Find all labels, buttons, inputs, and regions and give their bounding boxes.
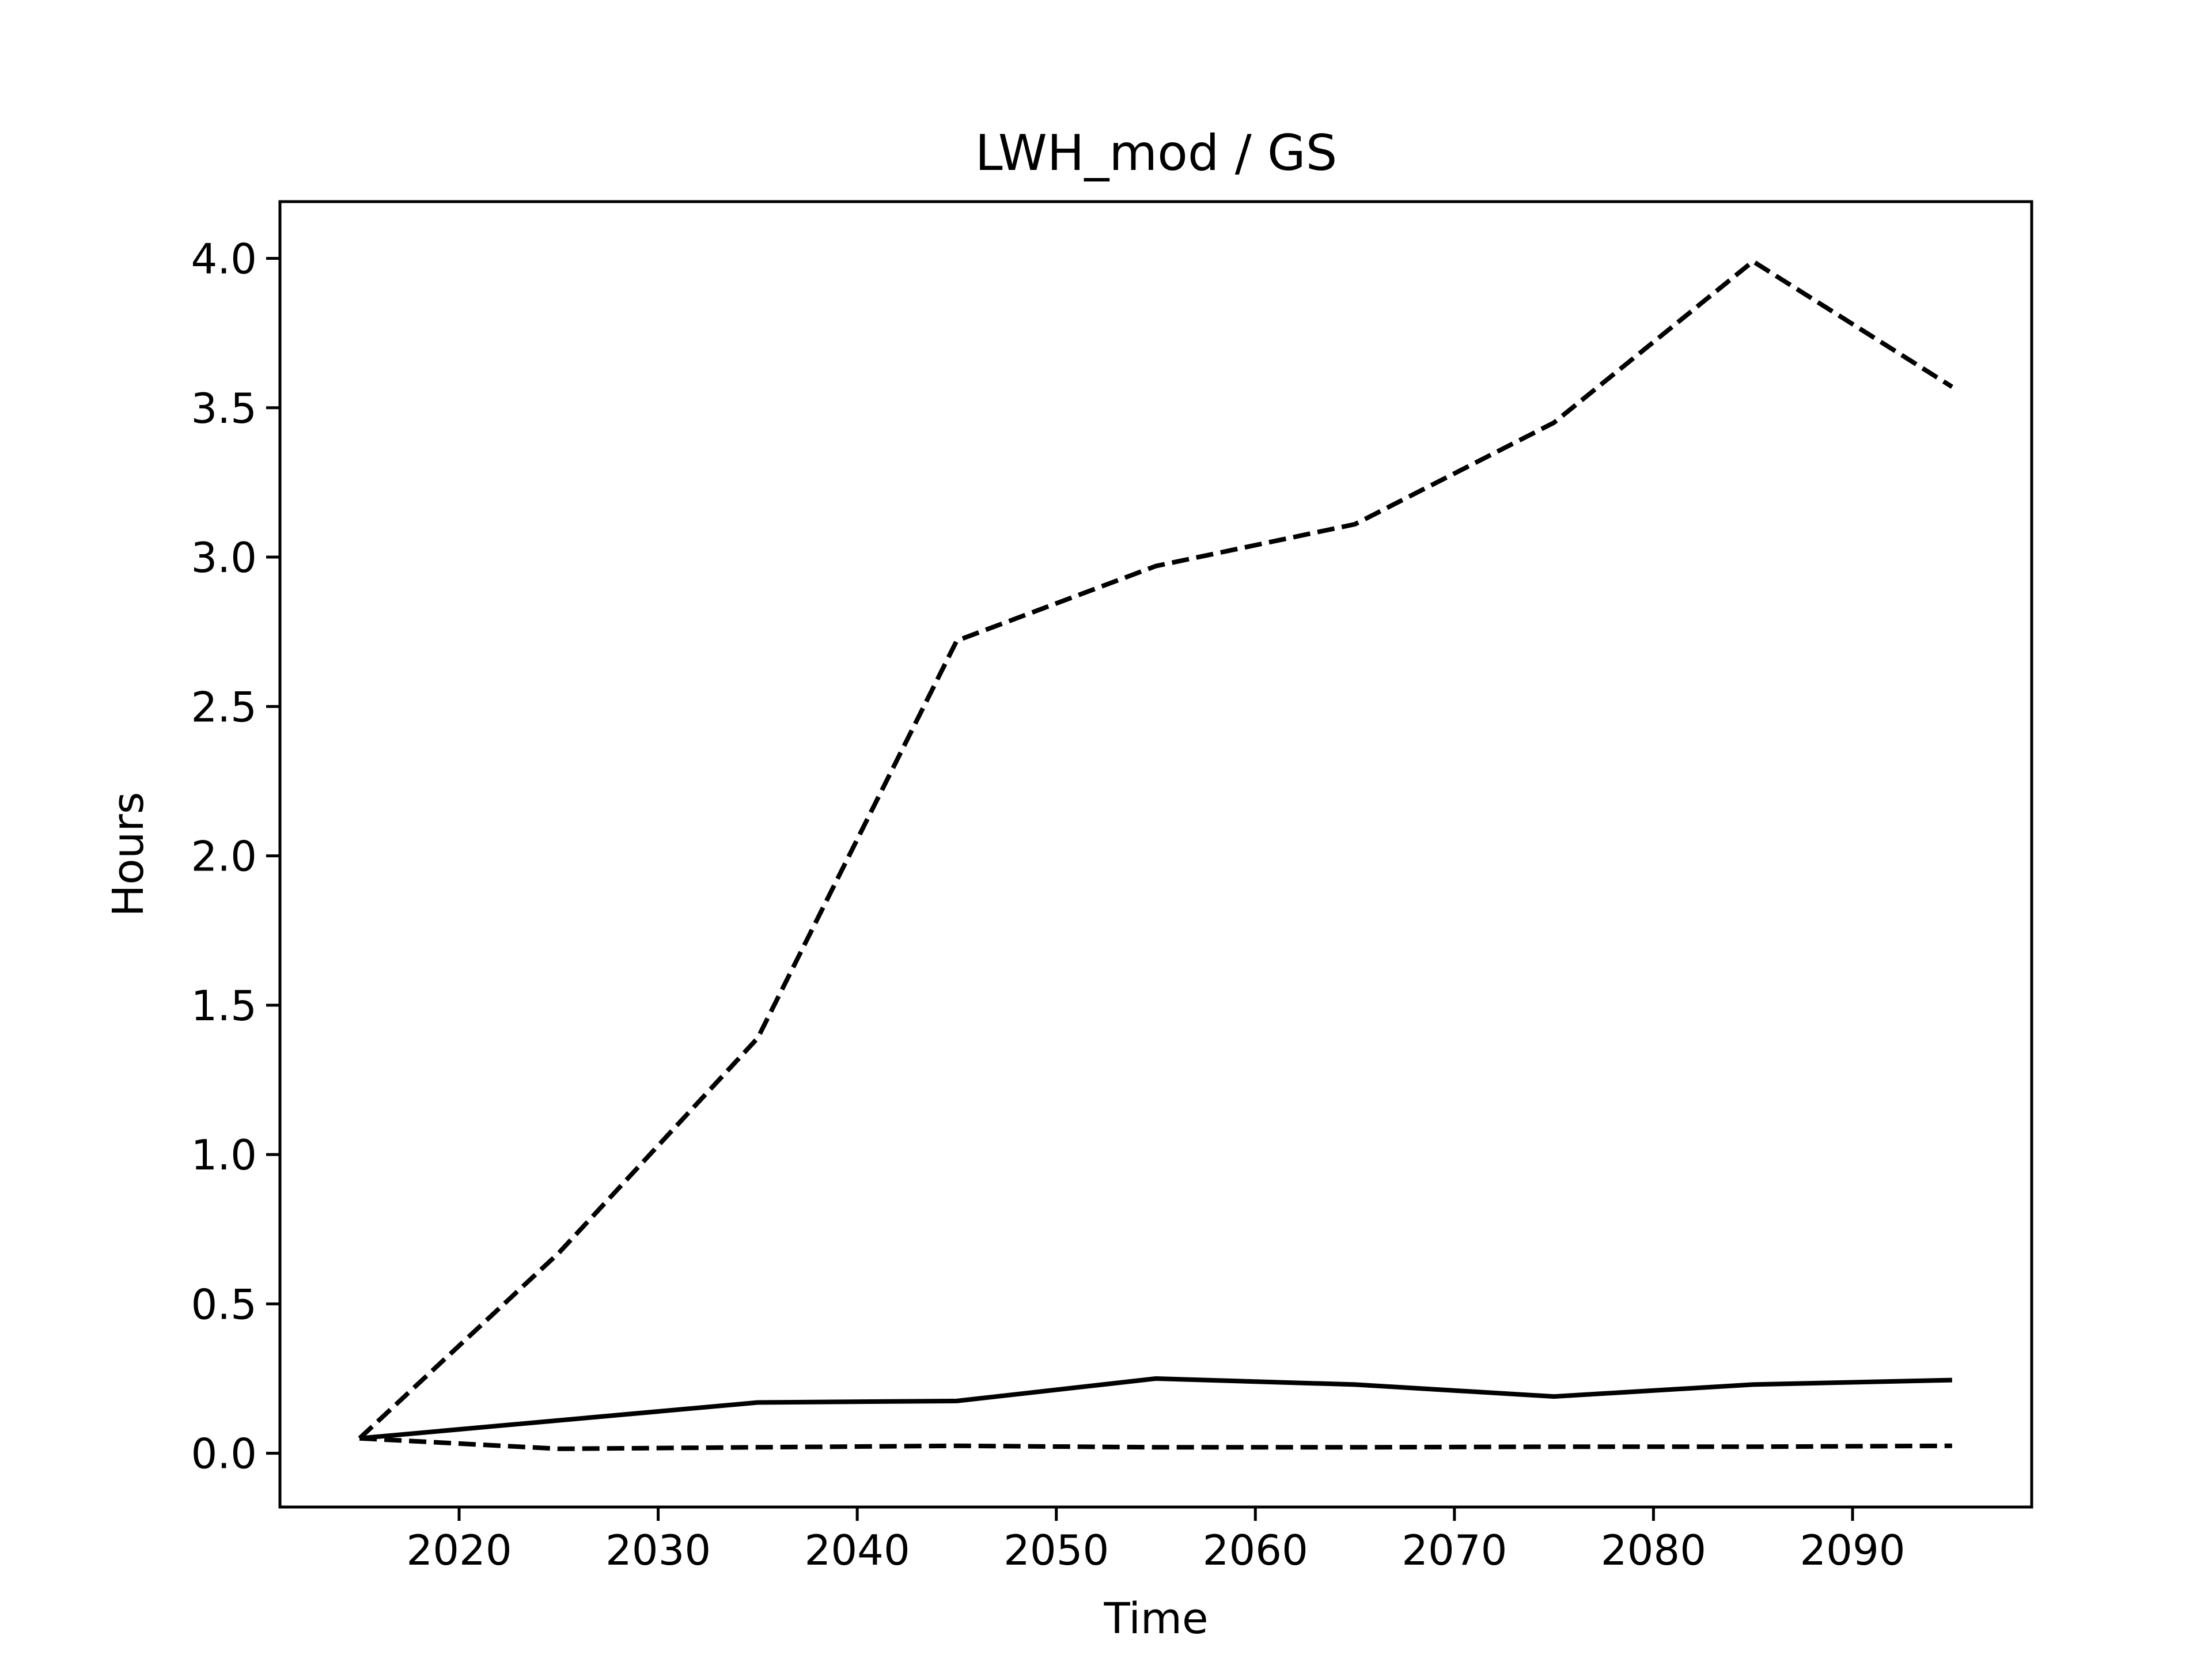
x-tick-label-2050: 2050 — [1003, 1526, 1109, 1574]
series-line-1 — [359, 1376, 1952, 1441]
series-layer — [358, 259, 1953, 1451]
chart-title: LWH_mod / GS — [975, 124, 1338, 182]
y-tick-label-3: 1.5 — [191, 982, 257, 1030]
y-tick-label-4: 2.0 — [191, 832, 257, 881]
y-tick-label-8: 4.0 — [191, 235, 257, 283]
y-tick-label-0: 0.0 — [191, 1430, 257, 1478]
x-tick-label-2060: 2060 — [1203, 1526, 1308, 1574]
y-tick-label-2: 1.0 — [191, 1131, 257, 1179]
x-tick-label-2070: 2070 — [1402, 1526, 1507, 1574]
x-tick-label-2080: 2080 — [1601, 1526, 1706, 1574]
x-tick-label-2090: 2090 — [1800, 1526, 1905, 1574]
x-tick-label-2040: 2040 — [805, 1526, 910, 1574]
y-tick-label-5: 2.5 — [191, 683, 257, 731]
plot-frame — [278, 200, 2033, 1509]
series-line-2 — [358, 259, 1953, 1440]
x-tick-label-2030: 2030 — [605, 1526, 711, 1574]
y-tick-label-1: 0.5 — [191, 1280, 257, 1328]
series-line-3 — [359, 1436, 1952, 1451]
x-tick-label-2020: 2020 — [406, 1526, 512, 1574]
y-tick-label-6: 3.0 — [191, 533, 257, 582]
y-axis-ticks: 0.0 0.5 1.0 1.5 2.0 2.5 3.0 3.5 4.0 — [191, 235, 280, 1478]
x-axis-ticks: 2020 2030 2040 2050 2060 2070 2080 2090 — [406, 1507, 1906, 1574]
x-axis-label: Time — [1103, 1594, 1208, 1644]
y-tick-label-7: 3.5 — [191, 384, 257, 433]
y-axis-label: Hours — [104, 792, 153, 917]
